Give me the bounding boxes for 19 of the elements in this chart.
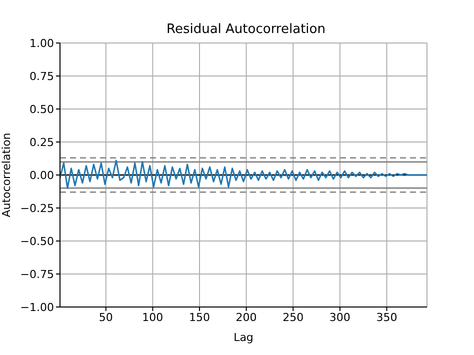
x-tick-label: 250 (282, 310, 304, 324)
x-tick-label: 350 (376, 310, 398, 324)
y-tick-label: 0.50 (30, 102, 54, 116)
y-tick-label: −0.75 (20, 268, 54, 281)
x-tick-label: 150 (188, 310, 210, 324)
y-tick-label: 0.75 (30, 70, 54, 83)
x-tick-label: 300 (329, 310, 350, 324)
x-axis-title: Lag (234, 331, 254, 344)
y-tick-label: 0.00 (30, 168, 54, 182)
x-tick-label: 50 (98, 310, 113, 324)
x-tick-label: 200 (236, 310, 257, 324)
y-tick-label: −0.50 (20, 234, 54, 248)
y-tick-label: −1.00 (20, 300, 54, 314)
y-tick-label: 0.25 (30, 136, 54, 149)
chart-title: Residual Autocorrelation (166, 22, 326, 37)
y-axis-title: Autocorrelation (0, 132, 13, 218)
y-tick-label: −0.25 (20, 202, 54, 215)
x-tick-label: 100 (142, 310, 164, 324)
y-tick-label: 1.00 (30, 36, 54, 50)
